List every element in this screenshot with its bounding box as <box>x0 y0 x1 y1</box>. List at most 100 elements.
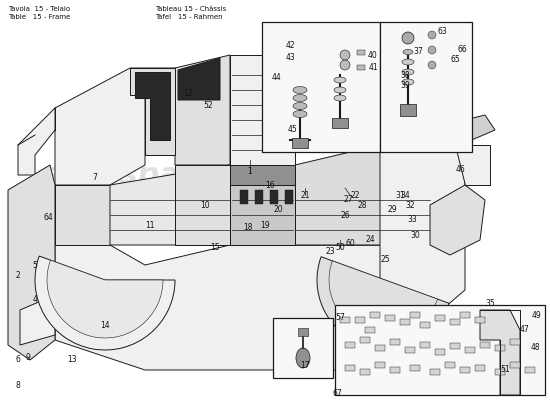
Ellipse shape <box>402 59 414 65</box>
Bar <box>460 367 470 373</box>
Bar <box>345 365 355 371</box>
Bar <box>370 312 380 318</box>
Text: 42: 42 <box>285 40 295 50</box>
Bar <box>525 367 535 373</box>
Text: eurospares: eurospares <box>42 160 234 190</box>
Wedge shape <box>47 260 163 338</box>
Ellipse shape <box>334 87 346 93</box>
Bar <box>400 319 410 325</box>
Bar <box>380 22 472 152</box>
Text: 20: 20 <box>273 206 283 214</box>
Text: 25: 25 <box>380 256 390 264</box>
Polygon shape <box>295 145 430 245</box>
Bar <box>460 312 470 318</box>
Bar <box>390 339 400 345</box>
Text: 4: 4 <box>32 296 37 304</box>
Text: 66: 66 <box>457 46 467 54</box>
Bar <box>430 369 440 375</box>
Text: 45: 45 <box>287 126 297 134</box>
Bar <box>510 339 520 345</box>
Circle shape <box>402 32 414 44</box>
Polygon shape <box>230 55 295 165</box>
Text: 16: 16 <box>265 180 275 190</box>
Text: 31: 31 <box>395 190 405 200</box>
Text: 28: 28 <box>358 200 367 210</box>
Text: 13: 13 <box>67 356 77 364</box>
Bar <box>510 362 520 368</box>
Polygon shape <box>230 165 295 185</box>
Bar <box>495 345 505 351</box>
Polygon shape <box>480 310 520 395</box>
Text: 21: 21 <box>300 190 310 200</box>
Circle shape <box>340 50 350 60</box>
Bar <box>480 342 490 348</box>
Bar <box>335 305 545 395</box>
Text: 30: 30 <box>410 230 420 240</box>
Bar <box>262 22 380 152</box>
Polygon shape <box>230 165 295 245</box>
Bar <box>465 347 475 353</box>
Text: 64: 64 <box>43 214 53 222</box>
Bar <box>285 190 293 204</box>
Text: 17: 17 <box>300 360 310 370</box>
Text: 12: 12 <box>183 88 192 98</box>
Text: Tafel   15 - Rahmen: Tafel 15 - Rahmen <box>155 14 223 20</box>
Text: Table   15 - Frame: Table 15 - Frame <box>8 14 70 20</box>
Ellipse shape <box>403 50 413 54</box>
Bar <box>435 349 445 355</box>
Bar <box>273 318 333 378</box>
Ellipse shape <box>402 79 414 85</box>
Bar <box>345 342 355 348</box>
Polygon shape <box>430 185 485 255</box>
Text: 50: 50 <box>335 244 345 252</box>
Bar <box>410 365 420 371</box>
Text: 15: 15 <box>210 244 220 252</box>
Ellipse shape <box>402 69 414 75</box>
Text: 67: 67 <box>332 388 342 398</box>
Text: 23: 23 <box>325 248 335 256</box>
Text: 60: 60 <box>345 238 355 248</box>
Bar <box>410 312 420 318</box>
Text: 1: 1 <box>248 168 252 176</box>
Bar <box>385 315 395 321</box>
Ellipse shape <box>293 94 307 102</box>
Bar <box>495 369 505 375</box>
Bar <box>357 65 365 70</box>
Ellipse shape <box>293 102 307 110</box>
Bar <box>332 118 348 128</box>
Bar <box>375 362 385 368</box>
Bar <box>390 367 400 373</box>
Text: 37: 37 <box>413 48 423 56</box>
Text: 38: 38 <box>400 70 410 80</box>
Text: 19: 19 <box>260 220 270 230</box>
Text: 14: 14 <box>100 320 110 330</box>
Bar <box>360 369 370 375</box>
Bar <box>475 317 485 323</box>
Text: 22: 22 <box>350 190 360 200</box>
Polygon shape <box>455 145 490 185</box>
Bar <box>375 345 385 351</box>
Text: 27: 27 <box>343 196 353 204</box>
Polygon shape <box>8 165 55 360</box>
Text: 35: 35 <box>485 298 495 308</box>
Text: 65: 65 <box>450 56 460 64</box>
Ellipse shape <box>334 77 346 83</box>
Text: eurospares: eurospares <box>244 280 436 310</box>
Bar <box>450 343 460 349</box>
Wedge shape <box>35 256 175 350</box>
Bar <box>360 337 370 343</box>
Bar <box>292 138 308 148</box>
Text: 57: 57 <box>335 314 345 322</box>
Bar <box>270 190 278 204</box>
Bar <box>340 317 350 323</box>
Text: 48: 48 <box>530 344 540 352</box>
Polygon shape <box>130 68 175 155</box>
Bar <box>450 319 460 325</box>
Bar <box>420 342 430 348</box>
Text: 33: 33 <box>407 216 417 224</box>
Bar <box>357 50 365 55</box>
Text: 7: 7 <box>92 174 97 182</box>
Bar <box>405 347 415 353</box>
Ellipse shape <box>334 95 346 101</box>
Polygon shape <box>55 185 430 370</box>
